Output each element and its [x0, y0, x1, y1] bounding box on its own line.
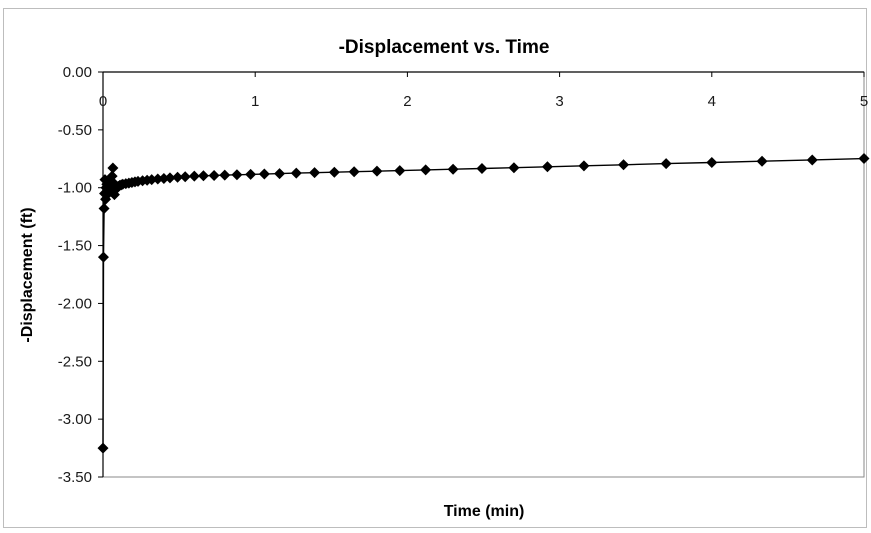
data-point — [660, 158, 672, 170]
chart-frame — [3, 8, 867, 528]
x-tick-label: 3 — [555, 93, 563, 110]
data-point — [208, 169, 220, 181]
y-tick-label: -1.50 — [58, 238, 92, 255]
data-point — [258, 168, 270, 180]
data-point — [618, 159, 630, 171]
y-axis-title: -Displacement (ft) — [19, 207, 36, 342]
y-tick-label: -1.00 — [58, 180, 92, 197]
data-point — [274, 168, 286, 180]
data-point — [245, 168, 257, 180]
data-point — [806, 154, 818, 166]
data-point — [107, 162, 119, 174]
data-point — [172, 171, 184, 183]
y-tick-label: -0.50 — [58, 122, 92, 139]
data-point — [197, 170, 209, 182]
data-point — [578, 160, 590, 172]
data-point — [98, 203, 110, 215]
data-point — [219, 169, 231, 181]
data-point — [420, 164, 432, 176]
y-tick-label: -3.50 — [58, 469, 92, 486]
data-point — [858, 153, 870, 165]
x-axis-title: Time (min) — [444, 503, 525, 520]
x-tick-label: 4 — [708, 93, 716, 110]
chart-title: -Displacement vs. Time — [339, 37, 550, 58]
plot-area — [102, 71, 865, 478]
data-point — [158, 172, 170, 184]
data-point — [476, 163, 488, 175]
data-point — [348, 166, 360, 178]
x-tick-label: 0 — [99, 93, 107, 110]
data-point — [508, 162, 520, 174]
data-point — [188, 170, 200, 182]
y-tick-label: 0.00 — [63, 64, 92, 81]
series-line — [102, 157, 865, 449]
data-point — [97, 251, 109, 263]
data-point — [146, 174, 158, 186]
x-tick-label: 1 — [251, 93, 259, 110]
data-point — [706, 156, 718, 168]
y-tick-label: -2.50 — [58, 353, 92, 370]
data-point — [447, 163, 459, 175]
data-point — [231, 169, 243, 181]
x-tick-label: 5 — [860, 93, 868, 110]
data-point — [541, 161, 553, 173]
data-point — [309, 167, 321, 179]
data-point — [97, 442, 109, 454]
data-point — [328, 166, 340, 178]
data-point — [179, 171, 191, 183]
data-point — [371, 165, 383, 177]
data-point — [164, 172, 176, 184]
data-point — [290, 167, 302, 179]
y-tick-label: -2.00 — [58, 295, 92, 312]
data-point — [152, 173, 164, 185]
y-tick-label: -3.00 — [58, 411, 92, 428]
x-tick-label: 2 — [403, 93, 411, 110]
data-point — [756, 155, 768, 167]
data-point — [394, 165, 406, 177]
